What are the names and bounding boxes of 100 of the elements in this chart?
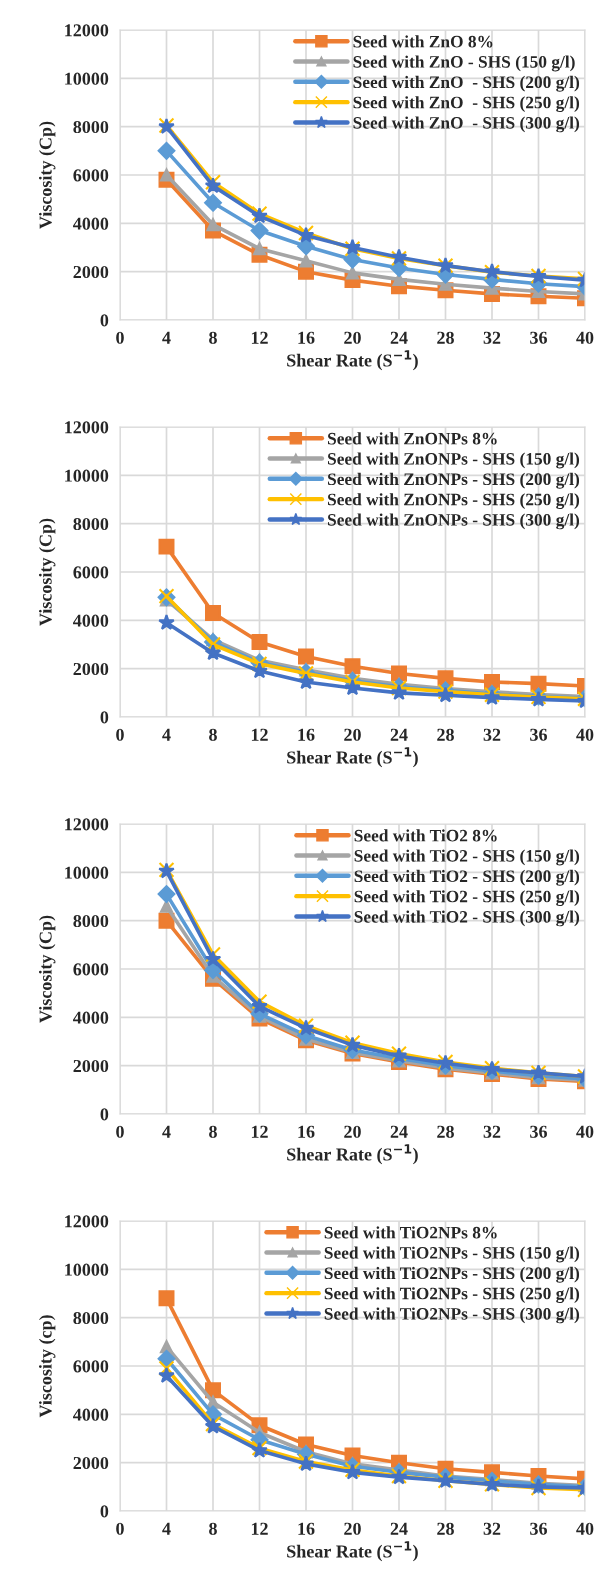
x-tick-label: 8 — [209, 728, 217, 741]
x-tick-label: 0 — [116, 1522, 124, 1535]
x-tick-label: 12 — [251, 1125, 268, 1138]
x-tick-label: 12 — [251, 1522, 268, 1535]
x-tick-label: 24 — [390, 1522, 408, 1535]
y-tick-label: 10000 — [65, 72, 109, 85]
x-tick-label: 20 — [344, 1125, 361, 1138]
y-tick-label: 12000 — [65, 421, 109, 434]
y-tick-label: 10000 — [65, 469, 109, 482]
x-tick-label: 40 — [576, 1522, 594, 1535]
legend-label: Seed with TiO2 - SHS (300 g/l) — [354, 910, 580, 927]
x-tick-label: 24 — [390, 728, 408, 741]
y-tick-label: 2000 — [73, 265, 109, 279]
y-tick-label: 8000 — [73, 517, 109, 531]
y-axis-title: Viscosity (cp) — [38, 1315, 56, 1418]
x-tick-label: 8 — [209, 331, 217, 344]
x-tick-label: 36 — [530, 1125, 547, 1138]
legend-label: Seed with ZnONPs - SHS (300 g/l) — [328, 513, 580, 530]
x-axis-title: Shear Rate (S$^{−1}$) — [287, 1541, 418, 1562]
x-tick-label: 0 — [116, 1125, 124, 1138]
x-tick-label: 16 — [298, 728, 315, 741]
legend-label: Seed with TiO2NPs - SHS (150 g/l) — [324, 1246, 580, 1263]
y-axis-title: Viscosity (Cp) — [38, 121, 56, 229]
x-tick-label: 8 — [209, 1125, 217, 1138]
legend-label: Seed with TiO2 8% — [354, 829, 497, 842]
y-tick-label: 6000 — [73, 1360, 109, 1373]
x-tick-label: 40 — [576, 728, 594, 741]
x-tick-label: 12 — [251, 728, 268, 741]
x-tick-label: 32 — [483, 1522, 501, 1535]
legend-label: Seed with TiO2NPs 8% — [324, 1226, 497, 1239]
x-tick-label: 24 — [390, 331, 408, 344]
y-tick-label: 6000 — [73, 963, 109, 976]
y-tick-label: 0 — [100, 711, 109, 724]
y-tick-label: 8000 — [73, 914, 109, 928]
x-tick-label: 4 — [162, 331, 171, 344]
x-tick-label: 24 — [390, 1125, 408, 1138]
x-tick-label: 32 — [483, 1125, 501, 1138]
legend-label: Seed with ZnO - SHS (150 g/l) — [353, 55, 575, 72]
x-tick-label: 28 — [437, 728, 454, 741]
y-tick-label: 0 — [100, 314, 109, 327]
legend-label: Seed with TiO2NPs - SHS (200 g/l) — [324, 1266, 580, 1283]
y-tick-label: 12000 — [65, 818, 109, 831]
y-tick-label: 2000 — [73, 1059, 109, 1073]
x-tick-label: 40 — [576, 1125, 594, 1138]
legend-label: Seed with ZnONPs - SHS (250 g/l) — [328, 493, 580, 510]
y-tick-label: 8000 — [73, 1311, 109, 1325]
x-tick-label: 36 — [530, 1522, 547, 1535]
x-tick-label: 16 — [298, 1522, 315, 1535]
x-tick-label: 8 — [209, 1522, 217, 1535]
legend-label: Seed with ZnO - SHS (250 g/l) — [353, 96, 580, 113]
legend-label: Seed with ZnONPs - SHS (150 g/l) — [328, 452, 580, 469]
y-tick-label: 4000 — [73, 1011, 109, 1024]
x-tick-label: 32 — [483, 728, 501, 741]
legend-label: Seed with ZnO - SHS (200 g/l) — [353, 75, 580, 92]
y-axis-title: Viscosity (Cp) — [38, 915, 56, 1023]
x-tick-label: 4 — [162, 1522, 171, 1535]
y-tick-label: 4000 — [73, 614, 109, 627]
y-tick-label: 4000 — [73, 1408, 109, 1421]
x-tick-label: 4 — [162, 728, 171, 741]
legend-label: Seed with ZnONPs 8% — [328, 432, 497, 445]
legend-label: Seed with ZnONPs - SHS (200 g/l) — [328, 472, 580, 489]
legend-label: Seed with TiO2NPs - SHS (250 g/l) — [324, 1287, 580, 1304]
y-axis-title: Viscosity (Cp) — [38, 518, 56, 626]
x-tick-label: 16 — [298, 331, 315, 344]
x-axis-title: Shear Rate (S$^{−1}$) — [287, 350, 418, 371]
legend-label: Seed with TiO2 - SHS (150 g/l) — [354, 849, 580, 866]
x-tick-label: 12 — [251, 331, 268, 344]
x-tick-label: 32 — [483, 331, 501, 344]
y-tick-label: 2000 — [73, 662, 109, 676]
x-tick-label: 28 — [437, 1125, 454, 1138]
legend-label: Seed with TiO2 - SHS (200 g/l) — [354, 869, 580, 886]
legend-label: Seed with ZnO - SHS (300 g/l) — [353, 116, 580, 133]
x-tick-label: 0 — [116, 331, 124, 344]
x-tick-label: 0 — [116, 728, 124, 741]
x-tick-label: 16 — [298, 1125, 315, 1138]
y-tick-label: 12000 — [65, 1215, 109, 1228]
x-tick-label: 4 — [162, 1125, 171, 1138]
y-tick-label: 6000 — [73, 169, 109, 182]
x-tick-label: 20 — [344, 728, 361, 741]
y-tick-label: 10000 — [65, 1263, 109, 1276]
y-tick-label: 2000 — [73, 1456, 109, 1470]
y-tick-label: 0 — [100, 1108, 109, 1121]
y-tick-label: 6000 — [73, 566, 109, 579]
y-tick-label: 10000 — [65, 866, 109, 879]
legend-label: Seed with ZnO 8% — [353, 35, 493, 48]
y-tick-label: 12000 — [65, 24, 109, 37]
x-tick-label: 28 — [437, 1522, 454, 1535]
x-tick-label: 36 — [530, 331, 547, 344]
x-axis-title: Shear Rate (S$^{−1}$) — [287, 1144, 418, 1165]
x-tick-label: 20 — [344, 1522, 361, 1535]
x-tick-label: 20 — [344, 331, 361, 344]
x-tick-label: 40 — [576, 331, 594, 344]
x-axis-title: Shear Rate (S$^{−1}$) — [287, 747, 418, 768]
legend-label: Seed with TiO2 - SHS (250 g/l) — [354, 890, 580, 907]
y-tick-label: 0 — [100, 1505, 109, 1518]
y-tick-label: 4000 — [73, 217, 109, 230]
y-tick-label: 8000 — [73, 120, 109, 134]
x-tick-label: 28 — [437, 331, 454, 344]
x-tick-label: 36 — [530, 728, 547, 741]
legend-label: Seed with TiO2NPs - SHS (300 g/l) — [324, 1307, 580, 1324]
